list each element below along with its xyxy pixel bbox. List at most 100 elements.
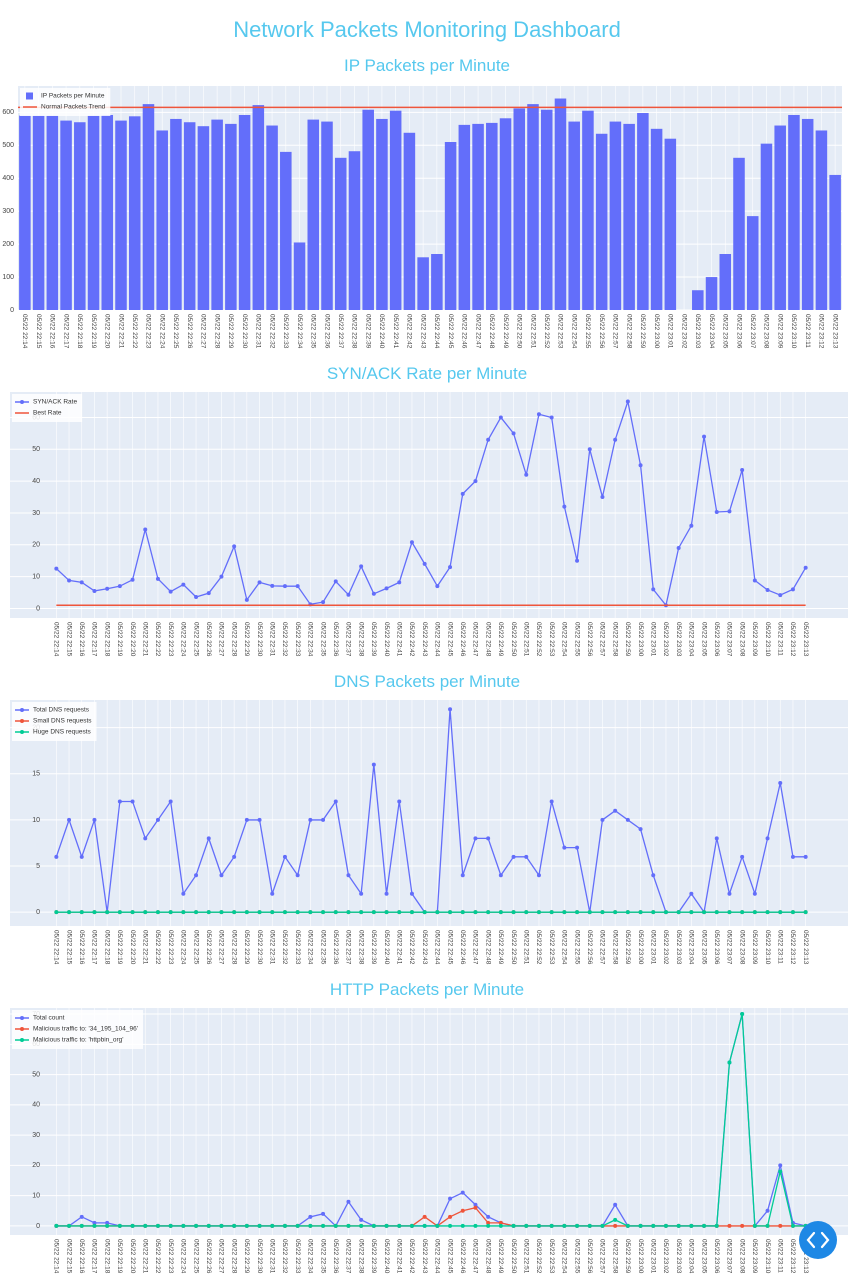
point — [282, 1223, 287, 1228]
point — [790, 910, 795, 915]
point — [765, 587, 770, 592]
point — [181, 910, 186, 915]
bar — [829, 174, 841, 310]
point — [600, 495, 605, 500]
point — [333, 1223, 338, 1228]
x-tick-label: 05/22 22:31 — [255, 314, 262, 349]
point — [765, 910, 770, 915]
x-tick-label: 05/22 22:14 — [53, 622, 60, 657]
legend-label: Malicious traffic to: 'httpbin_org' — [33, 1037, 124, 1044]
bar — [101, 114, 114, 310]
y-tick-label: 10 — [32, 817, 40, 824]
point — [194, 594, 199, 599]
point — [359, 891, 364, 896]
point — [714, 910, 719, 915]
nav-icon[interactable] — [806, 1231, 830, 1249]
bar — [128, 116, 141, 311]
bar — [774, 125, 786, 310]
legend-label: Normal Packets Trend — [41, 104, 106, 111]
point — [371, 910, 376, 915]
point — [219, 873, 224, 878]
point — [676, 1223, 681, 1228]
x-tick-label: 05/22 22:15 — [35, 314, 42, 349]
x-tick-label: 05/22 22:29 — [227, 314, 234, 349]
x-tick-label: 05/22 22:30 — [241, 314, 248, 349]
x-tick-label: 05/22 22:27 — [218, 622, 225, 657]
x-tick-label: 05/22 23:02 — [662, 622, 669, 657]
x-tick-label: 05/22 22:35 — [319, 930, 326, 965]
x-tick-label: 05/22 22:25 — [192, 1239, 199, 1274]
x-tick-label: 05/22 23:05 — [700, 622, 707, 657]
x-tick-label: 05/22 22:19 — [116, 1239, 123, 1274]
x-tick-label: 05/22 22:31 — [269, 622, 276, 657]
x-tick-label: 05/22 22:44 — [434, 622, 441, 657]
point — [92, 910, 97, 915]
legend-swatch — [26, 92, 33, 100]
bar — [760, 143, 773, 310]
x-tick-label: 05/22 22:34 — [307, 1239, 314, 1274]
x-tick-label: 05/22 22:34 — [307, 930, 314, 965]
x-tick-label: 05/22 22:35 — [310, 314, 317, 349]
point — [54, 910, 59, 915]
legend: Total count Malicious traffic to: '34_195… — [12, 1010, 143, 1049]
point — [435, 910, 440, 915]
x-tick-label: 05/22 22:32 — [281, 930, 288, 965]
point — [422, 1223, 427, 1228]
point — [460, 1223, 465, 1228]
point — [321, 817, 326, 822]
x-tick-label: 05/22 22:59 — [624, 1239, 631, 1274]
point — [206, 591, 211, 596]
x-tick-label: 05/22 22:33 — [294, 930, 301, 965]
x-tick-label: 05/22 22:48 — [484, 930, 491, 965]
point — [536, 1223, 541, 1228]
x-tick-label: 05/22 22:44 — [434, 930, 441, 965]
bar — [815, 130, 828, 310]
point — [486, 1220, 491, 1225]
x-tick-label: 05/22 22:41 — [392, 314, 399, 349]
x-tick-label: 05/22 22:26 — [205, 622, 212, 657]
legend: SYN/ACK Rate Best Rate — [12, 394, 83, 422]
point — [778, 781, 783, 786]
x-tick-label: 05/22 23:06 — [713, 1239, 720, 1274]
x-tick-label: 05/22 22:18 — [103, 622, 110, 657]
point — [155, 576, 160, 581]
x-tick-label: 05/22 22:17 — [62, 314, 69, 349]
point — [384, 910, 389, 915]
x-tick-label: 05/22 22:17 — [91, 1239, 98, 1274]
x-tick-label: 05/22 22:16 — [78, 1239, 85, 1274]
x-tick-label: 05/22 22:19 — [90, 314, 97, 349]
point — [308, 1223, 313, 1228]
x-tick-label: 05/22 23:09 — [776, 314, 783, 349]
bar — [280, 151, 292, 310]
x-tick-label: 05/22 22:36 — [332, 1239, 339, 1274]
x-tick-label: 05/22 22:24 — [180, 1239, 187, 1274]
point — [409, 910, 414, 915]
point — [765, 836, 770, 841]
x-tick-label: 05/22 23:03 — [694, 314, 701, 349]
point — [752, 891, 757, 896]
point — [397, 799, 402, 804]
point — [638, 1223, 643, 1228]
point — [257, 1223, 262, 1228]
point — [740, 910, 745, 915]
x-tick-label: 05/22 23:02 — [680, 314, 687, 349]
x-tick-label: 05/22 22:48 — [484, 1239, 491, 1274]
x-tick-label: 05/22 22:33 — [294, 622, 301, 657]
point — [232, 544, 237, 549]
bar — [595, 133, 608, 310]
nav-button-bg[interactable] — [799, 1221, 837, 1259]
x-tick-label: 05/22 23:07 — [749, 314, 756, 349]
point — [613, 910, 618, 915]
point — [422, 1214, 427, 1219]
x-tick-label: 05/22 22:47 — [472, 930, 479, 965]
x-tick-label: 05/22 23:07 — [726, 622, 733, 657]
x-tick-label: 05/22 22:25 — [192, 930, 199, 965]
y-tick-label: 100 — [2, 274, 14, 281]
x-tick-label: 05/22 22:47 — [472, 1239, 479, 1274]
x-tick-label: 05/22 22:20 — [104, 314, 111, 349]
point — [257, 817, 262, 822]
bar — [788, 114, 800, 310]
x-tick-label: 05/22 22:24 — [158, 314, 165, 349]
nav-button[interactable] — [799, 1221, 837, 1259]
